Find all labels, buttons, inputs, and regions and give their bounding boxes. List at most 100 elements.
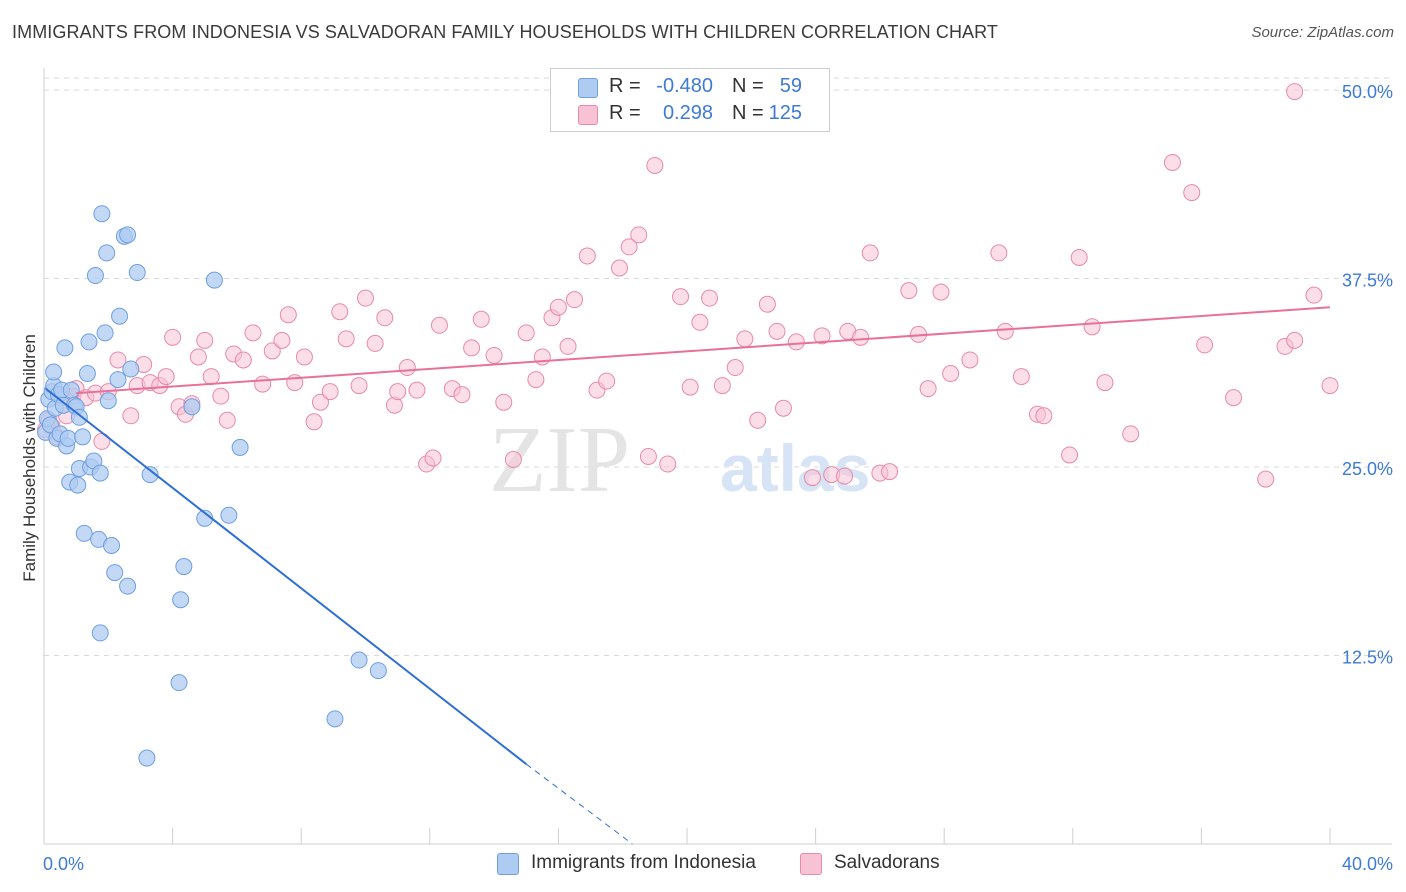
indonesia-point [111, 307, 129, 325]
trend-lines [44, 306, 1331, 845]
salvadoran-point [919, 380, 937, 398]
salvadoran-point [1070, 248, 1088, 266]
salvadoran-point [932, 283, 950, 301]
salvadoran-point [990, 244, 1008, 262]
salvadoran-point [1183, 184, 1201, 202]
salvadoran-point [189, 348, 207, 366]
salvadoran-point [578, 247, 596, 265]
salvadoran-point [453, 386, 471, 404]
indonesia-point [172, 591, 190, 609]
indonesia-point [56, 339, 74, 357]
indonesia-point [70, 408, 88, 426]
indonesia-point [122, 360, 140, 378]
stats-legend: R = -0.480 N = 59 R = 0.298 N = 125 [550, 68, 830, 132]
salvadoran-point [254, 375, 272, 393]
salvadoran-point [787, 333, 805, 351]
salvadoran-point [681, 378, 699, 396]
salvadoran-point [758, 295, 776, 313]
legend-label: Salvadorans [834, 852, 940, 873]
y-tick-label: 25.0% [1342, 459, 1393, 479]
salvadoran-point [749, 411, 767, 429]
indonesia-point [62, 381, 80, 399]
legend-label: Immigrants from Indonesia [531, 852, 756, 873]
salvadoran-point [774, 399, 792, 417]
n-label: N = [732, 75, 764, 97]
indonesia-point [69, 476, 87, 494]
n-value: 59 [779, 75, 802, 97]
salvadoran-point [1096, 374, 1114, 392]
salvadoran-point [350, 377, 368, 395]
indonesia-point [220, 506, 238, 524]
salvadoran-point [337, 330, 355, 348]
salvadoran-point [672, 288, 690, 306]
salvadoran-point [836, 467, 854, 485]
salvadoran-point [630, 226, 648, 244]
r-label: R = [609, 75, 641, 97]
salvadoran-point [389, 383, 407, 401]
salvadoran-point [1321, 377, 1339, 395]
indonesia-point [128, 264, 146, 282]
salvadoran-point [1083, 318, 1101, 336]
salvadoran-point [881, 463, 899, 481]
y-tick-label: 50.0% [1342, 82, 1393, 102]
salvadoran-point [472, 310, 490, 328]
salvadoran-point [610, 259, 628, 277]
salvadoran-point [430, 316, 448, 334]
y-tick-label: 37.5% [1342, 271, 1393, 291]
salvadoran-point [713, 377, 731, 395]
salvadoran-point [517, 324, 535, 342]
salvadoran-trend-line [76, 306, 1331, 395]
x-tick-label: 0.0% [43, 854, 84, 874]
n-label: N = [732, 102, 764, 124]
salvadoran-point [273, 331, 291, 349]
indonesia-point [119, 577, 137, 595]
indonesia-trend-line [44, 387, 527, 765]
tick-labels: 12.5% 25.0% 37.5% 50.0% 0.0% 40.0% [43, 82, 1393, 874]
y-axis-label: Family Households with Children [20, 334, 39, 582]
salvadoran-point [659, 455, 677, 473]
salvadoran-point [701, 289, 719, 307]
indonesia-point [103, 536, 121, 554]
salvadoran-point [1286, 83, 1304, 101]
salvadoran-point [495, 393, 513, 411]
salvadoran-point [408, 381, 426, 399]
salvadoran-point [1122, 425, 1140, 443]
salvadoran-point [549, 298, 567, 316]
watermark: ZIP atlas [489, 408, 870, 512]
watermark-atlas: atlas [720, 431, 870, 505]
salvadoran-point [212, 387, 230, 405]
indonesia-point [99, 392, 117, 410]
salvadoran-point [639, 447, 657, 465]
salvadoran-point [961, 351, 979, 369]
salvadorans-points [37, 83, 1339, 488]
salvadoran-point [311, 393, 329, 411]
indonesia-point [138, 749, 156, 767]
r-label: R = [609, 102, 641, 124]
indonesia-point [96, 324, 114, 342]
salvadoran-point [485, 346, 503, 364]
salvadoran-point [122, 407, 140, 425]
salvadoran-point [803, 469, 821, 487]
salvadoran-point [357, 289, 374, 307]
salvadoran-point [202, 368, 220, 386]
x-tick-label: 40.0% [1342, 854, 1393, 874]
salvadoran-point [942, 365, 960, 383]
indonesia-point [170, 674, 188, 692]
salvadoran-point [620, 238, 638, 256]
indonesia-point [93, 205, 111, 223]
salvadoran-point [234, 351, 252, 369]
y-tick-label: 12.5% [1342, 648, 1393, 668]
salvadoran-point [109, 351, 127, 369]
salvadoran-point [164, 328, 182, 346]
salvadoran-point [305, 413, 323, 431]
legend-swatch-blue [578, 78, 598, 98]
source-label: Source: ZipAtlas.com [1251, 24, 1394, 41]
legend-swatch-blue [497, 853, 519, 875]
salvadoran-point [1196, 336, 1214, 354]
indonesia-points [37, 205, 387, 767]
indonesia-point [74, 428, 92, 446]
indonesia-point [45, 363, 63, 381]
salvadoran-point [646, 156, 664, 174]
indonesia-point [326, 710, 344, 728]
salvadoran-point [424, 449, 442, 467]
